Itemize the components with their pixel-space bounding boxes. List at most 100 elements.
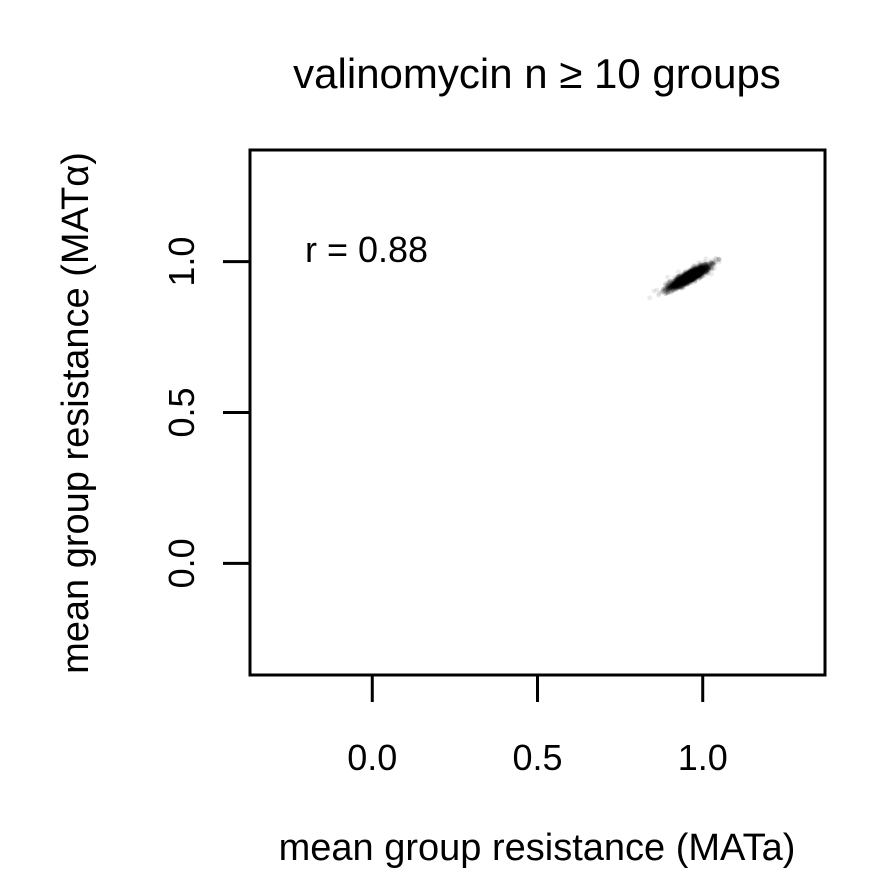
scatter-point — [694, 270, 700, 276]
scatter-point — [688, 268, 693, 274]
scatter-point — [698, 265, 703, 271]
scatter-point — [700, 263, 706, 268]
scatter-point — [682, 276, 688, 282]
scatter-point — [672, 286, 678, 292]
scatter-point — [671, 283, 677, 288]
scatter-point — [675, 279, 680, 285]
scatter-point — [675, 279, 681, 285]
scatter-point — [690, 270, 695, 276]
scatter-point — [692, 270, 698, 275]
scatter-point — [669, 283, 675, 288]
scatter-point — [688, 275, 693, 281]
scatter-point — [694, 267, 699, 272]
scatter-point — [684, 273, 690, 279]
scatter-point — [676, 280, 682, 286]
scatter-point — [690, 265, 695, 271]
scatter-point — [700, 267, 706, 273]
scatter-point — [690, 275, 696, 281]
scatter-point — [673, 281, 679, 287]
scatter-point — [684, 280, 690, 286]
scatter-point — [672, 283, 678, 289]
scatter-point — [676, 278, 682, 283]
scatter-point — [711, 257, 717, 263]
scatter-point — [694, 271, 700, 277]
scatter-point — [691, 274, 697, 280]
scatter-point — [686, 272, 692, 278]
scatter-point — [684, 280, 689, 285]
scatter-point — [673, 283, 679, 289]
scatter-point — [683, 276, 689, 282]
scatter-point — [673, 283, 679, 289]
scatter-point — [692, 271, 697, 277]
scatter-point — [675, 276, 681, 282]
scatter-point — [685, 274, 691, 280]
scatter-point — [693, 271, 698, 277]
scatter-point — [692, 275, 697, 280]
scatter-point — [675, 285, 681, 290]
scatter-point — [691, 271, 697, 276]
scatter-point — [688, 268, 694, 274]
scatter-point — [676, 276, 682, 282]
scatter-point — [682, 272, 688, 278]
scatter-point — [697, 270, 703, 276]
scatter-point — [706, 265, 712, 271]
scatter-point — [664, 285, 670, 291]
scatter-point — [716, 257, 721, 262]
scatter-point — [681, 272, 687, 278]
scatter-point — [678, 280, 684, 286]
scatter-point — [677, 280, 683, 286]
scatter-point — [684, 277, 690, 282]
scatter-point — [681, 282, 687, 288]
scatter-point — [656, 291, 662, 296]
scatter-point — [683, 274, 689, 280]
scatter-point — [698, 267, 704, 273]
scatter-point — [680, 278, 686, 284]
scatter-point — [670, 283, 675, 288]
scatter-point — [705, 265, 711, 271]
scatter-point — [686, 270, 692, 276]
scatter-point — [695, 273, 701, 279]
scatter-point — [680, 276, 686, 281]
scatter-point — [679, 274, 685, 280]
scatter-point — [681, 281, 687, 287]
scatter-point — [675, 279, 681, 284]
scatter-point — [689, 270, 695, 275]
scatter-point — [689, 269, 695, 275]
scatter-point — [682, 277, 688, 283]
scatter-point — [684, 277, 690, 282]
scatter-point — [698, 266, 703, 272]
scatter-point — [681, 276, 687, 282]
scatter-point — [681, 281, 686, 287]
scatter-point — [678, 279, 683, 284]
scatter-point — [674, 282, 679, 287]
scatter-point — [692, 269, 697, 275]
scatter-point — [687, 275, 693, 281]
scatter-point — [696, 268, 702, 274]
scatter-point — [697, 268, 702, 274]
scatter-point — [685, 272, 691, 278]
scatter-point — [681, 281, 686, 286]
scatter-point — [689, 272, 694, 278]
scatter-point — [678, 277, 684, 283]
y-tick-label: 0.5 — [161, 387, 202, 437]
scatter-point — [680, 277, 685, 283]
scatter-point — [691, 272, 697, 278]
scatter-point — [690, 268, 696, 274]
scatter-point — [688, 274, 693, 280]
scatter-point — [679, 286, 685, 291]
scatter-point — [665, 285, 671, 291]
scatter-point — [692, 271, 698, 276]
scatter-point — [699, 269, 705, 275]
scatter-point — [692, 269, 698, 274]
scatter-point — [685, 275, 691, 280]
scatter-point — [689, 272, 695, 278]
scatter-point — [691, 273, 697, 279]
x-tick-label: 1.0 — [678, 737, 728, 778]
scatter-point — [673, 281, 678, 287]
scatter-point — [675, 281, 680, 287]
scatter-point — [676, 273, 682, 279]
scatter-point — [680, 285, 686, 291]
scatter-point — [696, 266, 702, 272]
scatter-point — [685, 275, 691, 280]
scatter-point — [675, 280, 681, 286]
